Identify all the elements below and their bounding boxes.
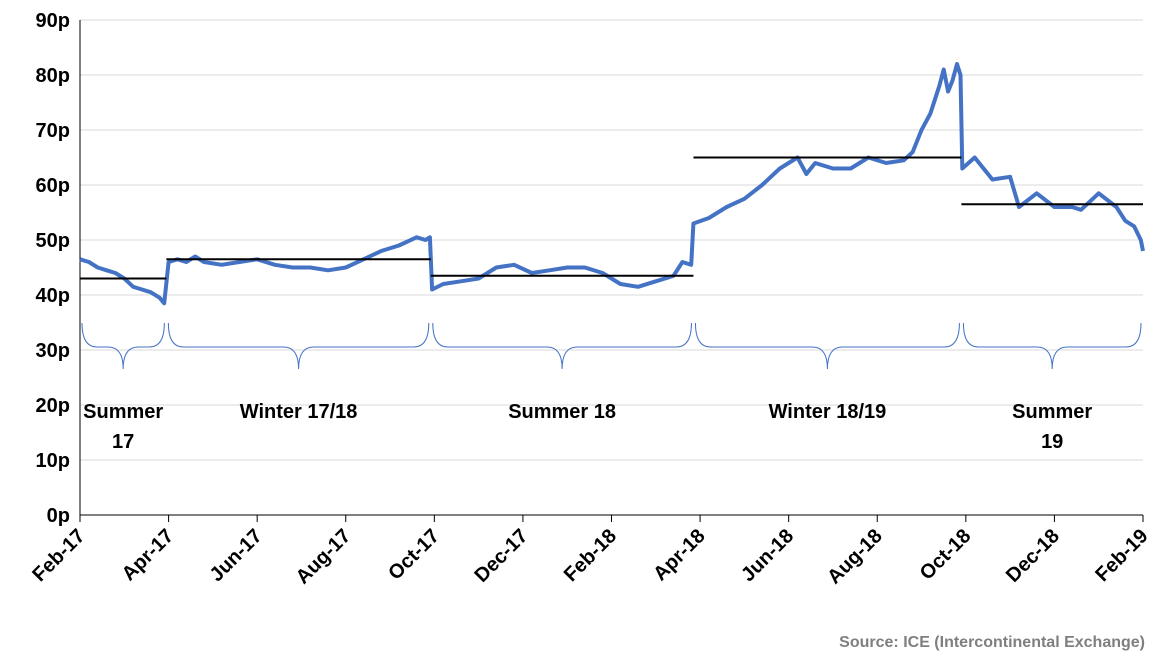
x-tick-label: Feb-18 xyxy=(560,525,621,586)
y-tick-label: 60p xyxy=(36,175,70,197)
x-tick-label: Oct-17 xyxy=(384,525,444,585)
x-tick-label: Jun-18 xyxy=(737,525,798,586)
season-label: Winter 18/19 xyxy=(768,401,887,423)
x-tick-label: Dec-17 xyxy=(471,525,533,587)
y-tick-label: 90p xyxy=(36,10,70,32)
season-label: Winter 17/18 xyxy=(239,401,358,423)
brace xyxy=(81,322,165,370)
y-tick-label: 10p xyxy=(36,450,70,472)
brace xyxy=(167,322,430,370)
y-tick-label: 0p xyxy=(47,505,70,527)
season-label: Summer 17 xyxy=(83,401,164,453)
brace xyxy=(962,322,1142,370)
x-tick-label: Apr-18 xyxy=(649,525,709,585)
season-label: Summer 19 xyxy=(1012,401,1093,453)
x-tick-label: Oct-18 xyxy=(916,525,976,585)
x-tick-label: Jun-17 xyxy=(206,525,267,586)
price-line xyxy=(79,62,1145,306)
x-tick-label: Feb-17 xyxy=(28,525,89,586)
y-tick-label: 40p xyxy=(36,285,70,307)
x-tick-label: Aug-17 xyxy=(292,525,355,588)
x-tick-label: Apr-17 xyxy=(118,525,178,585)
season-label: Summer 18 xyxy=(508,401,617,423)
x-tick-label: Dec-18 xyxy=(1002,525,1064,587)
brace xyxy=(694,322,960,370)
y-tick-label: 70p xyxy=(36,120,70,142)
y-tick-label: 20p xyxy=(36,395,70,417)
x-tick-label: Aug-18 xyxy=(823,525,886,588)
y-tick-label: 30p xyxy=(36,340,70,362)
y-tick-label: 50p xyxy=(36,230,70,252)
y-tick-label: 80p xyxy=(36,65,70,87)
brace xyxy=(432,322,692,370)
source-note: Source: ICE (Intercontinental Exchange) xyxy=(839,634,1145,651)
x-tick-label: Feb-19 xyxy=(1091,525,1152,586)
